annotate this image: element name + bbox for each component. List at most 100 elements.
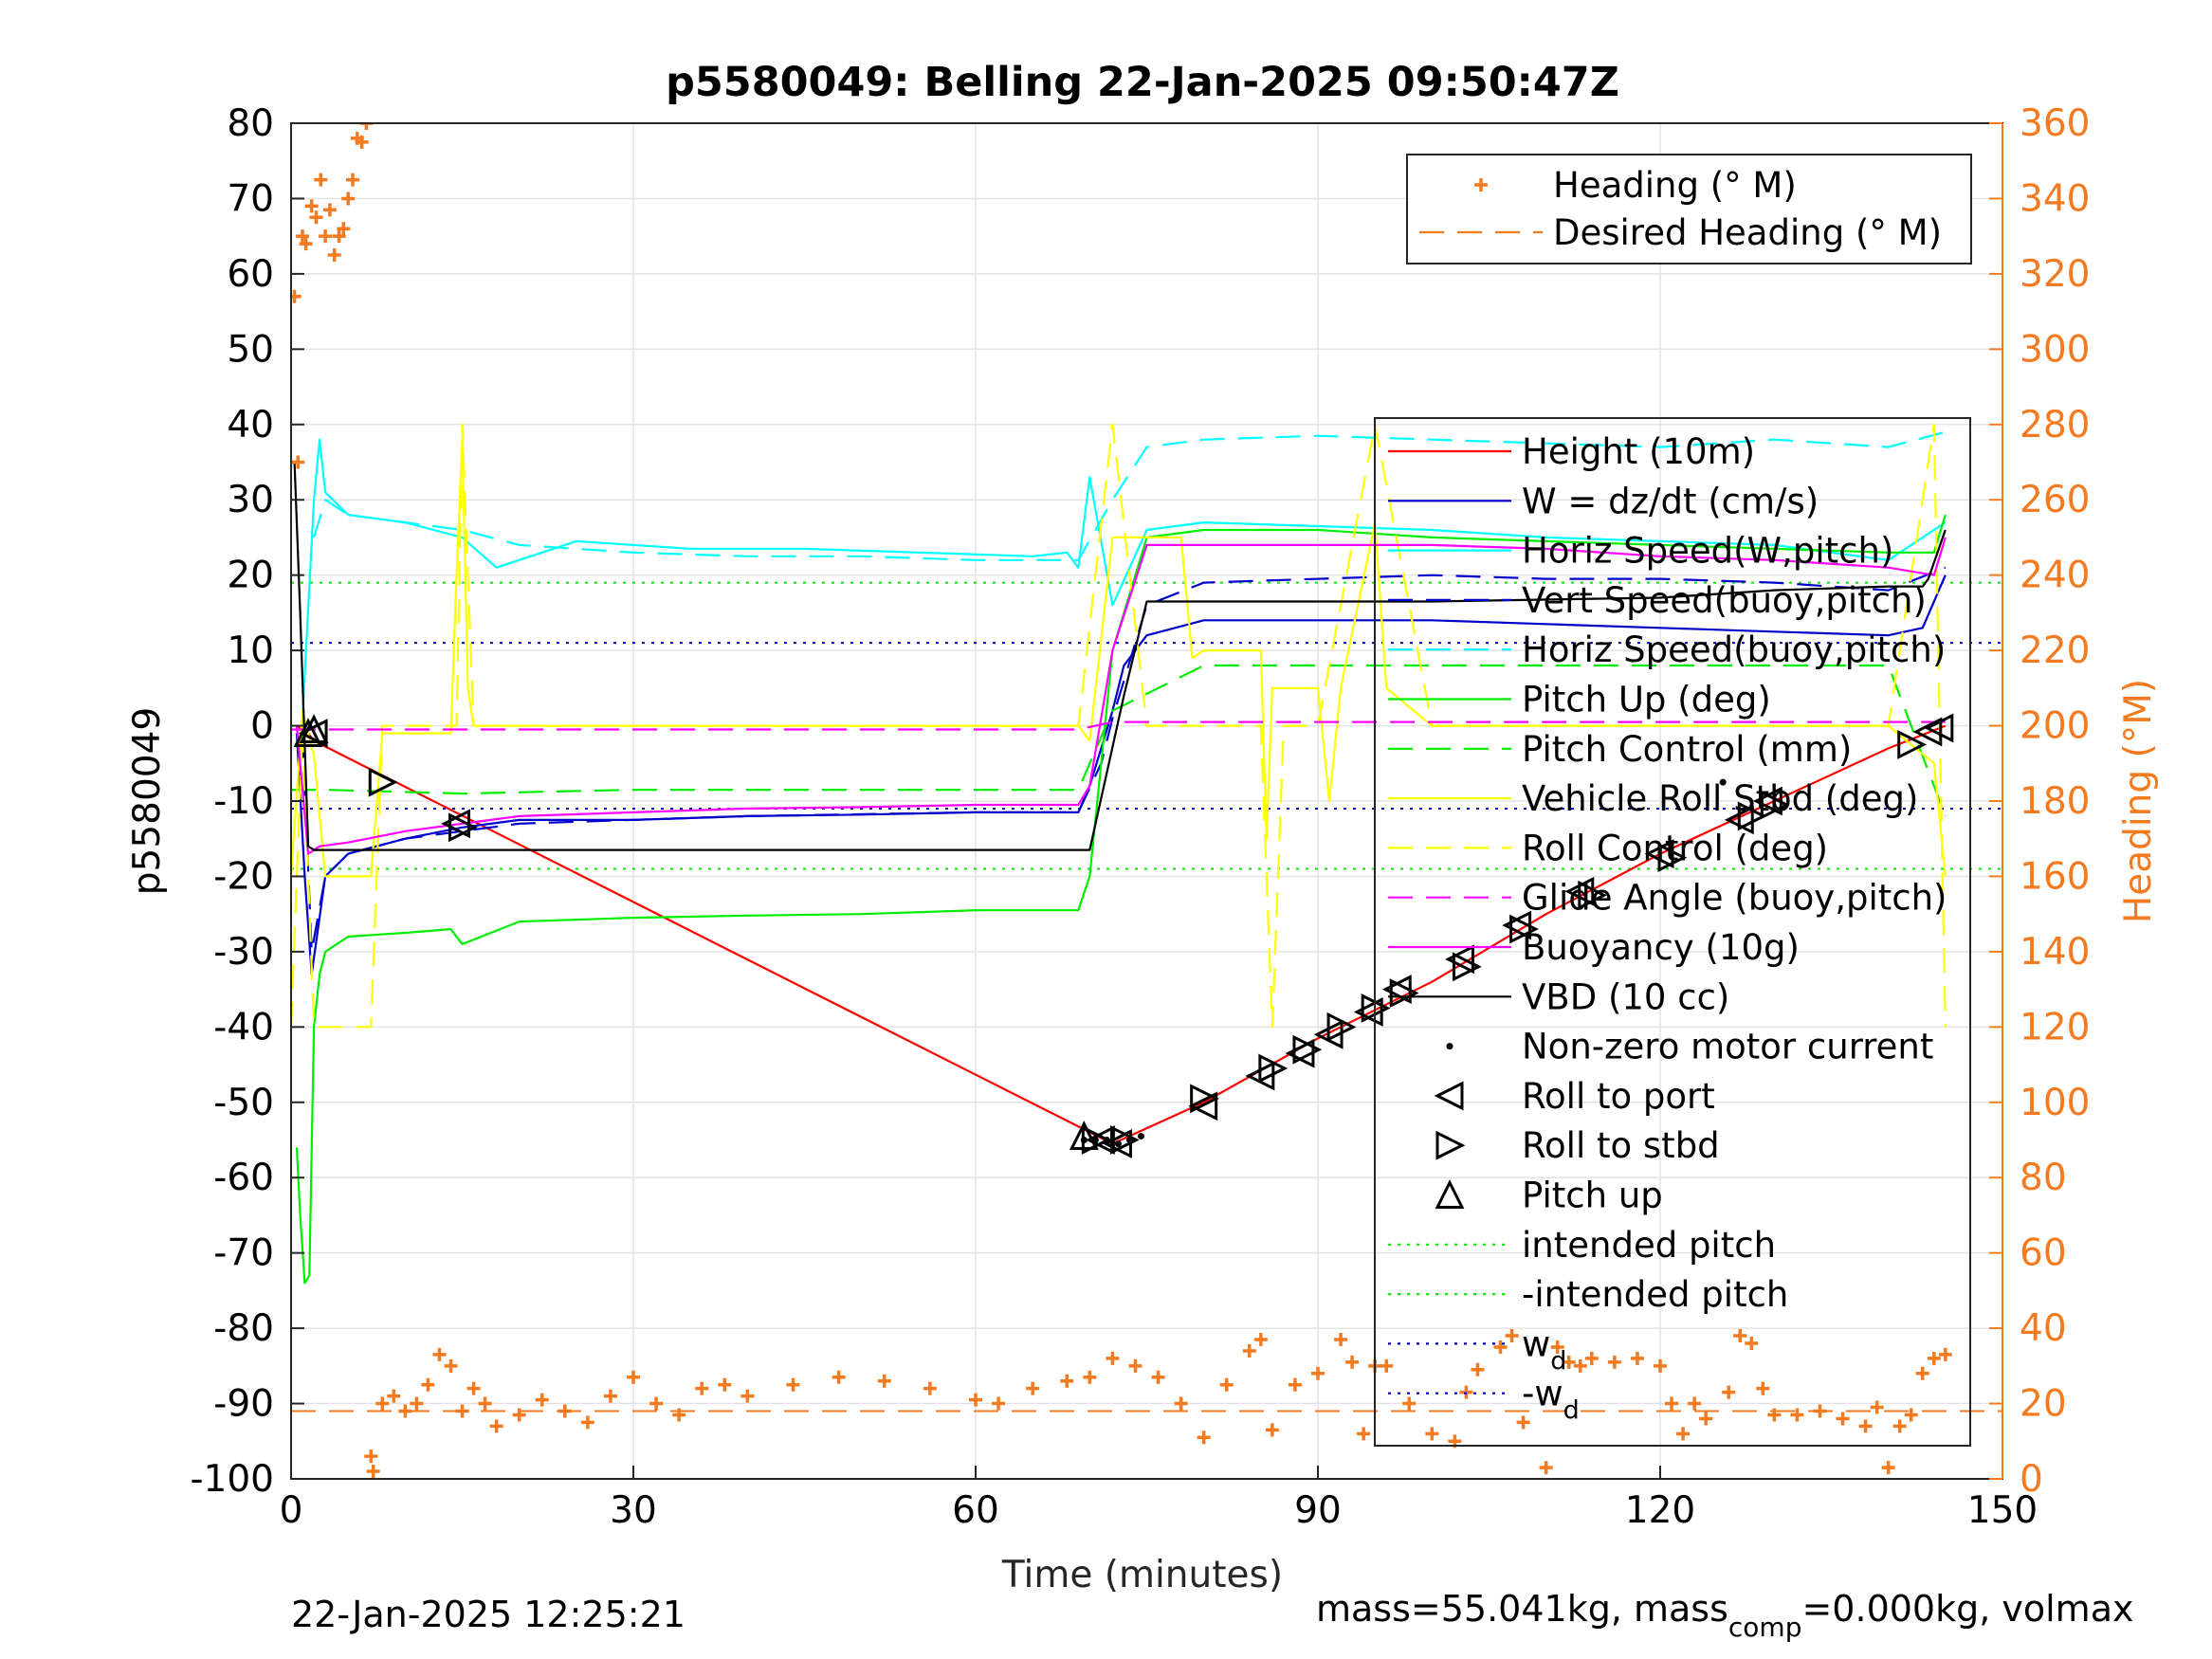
legend-label-text: Roll to stbd bbox=[1522, 1125, 1720, 1166]
roll-to-stbd-marker bbox=[1389, 978, 1419, 1009]
axes-layer: 0 30 60 90 120 150-100-90-80-70-60-50-40-30-2… bbox=[190, 102, 2090, 1532]
legend-main-box bbox=[1374, 417, 1971, 1447]
heading-point bbox=[1733, 1329, 1747, 1343]
footer-mass-sub: comp bbox=[1728, 1612, 1802, 1643]
heading-point bbox=[1550, 1340, 1564, 1354]
heading-point bbox=[296, 229, 310, 244]
heading-point bbox=[1584, 1351, 1599, 1365]
roll-to-stbd-marker bbox=[1190, 1084, 1220, 1114]
heading-point bbox=[695, 1381, 709, 1395]
heading-point bbox=[478, 1396, 492, 1411]
footer-mass-tail: =0.000kg, volmax bbox=[1801, 1588, 2133, 1630]
heading-point bbox=[627, 1370, 640, 1384]
y-right-tick-label: 120 bbox=[2020, 1006, 2090, 1048]
heading-point bbox=[291, 455, 305, 469]
legend-symbol bbox=[1435, 1179, 1465, 1209]
heading-point bbox=[444, 1358, 458, 1373]
legend-label-text: -intended pitch bbox=[1522, 1274, 1788, 1315]
legend-label: Height (10m) bbox=[1522, 431, 1755, 472]
y-right-tick-label: 20 bbox=[2020, 1383, 2067, 1426]
heading-point bbox=[455, 1404, 469, 1418]
legend-label-text: Vehicle Roll Stbd (deg) bbox=[1522, 778, 1918, 819]
heading-point bbox=[1881, 1461, 1895, 1475]
y-right-tick-label: 300 bbox=[2020, 328, 2090, 371]
heading-point bbox=[1106, 1351, 1120, 1365]
heading-point bbox=[359, 123, 374, 130]
roll-to-port-marker bbox=[1445, 944, 1474, 975]
heading-point bbox=[1539, 1461, 1553, 1475]
heading-point bbox=[489, 1419, 503, 1433]
heading-point bbox=[832, 1370, 846, 1384]
chart-title: p5580049: Belling 22-Jan-2025 09:50:47Z bbox=[666, 59, 1619, 106]
y-right-tick-label: 240 bbox=[2020, 555, 2090, 597]
heading-point bbox=[345, 173, 359, 187]
legend-label-text: Heading (° M) bbox=[1553, 165, 1797, 206]
y-tick-label: -10 bbox=[213, 780, 274, 823]
heading-point bbox=[1858, 1419, 1873, 1433]
series-line bbox=[291, 720, 1946, 731]
heading-point bbox=[314, 173, 328, 187]
heading-point bbox=[1471, 1362, 1485, 1376]
legend-label: Vehicle Roll Stbd (deg) bbox=[1522, 778, 1918, 819]
y-right-tick-label: 200 bbox=[2020, 705, 2090, 748]
legend-label: Glide Angle (buoy,pitch) bbox=[1522, 878, 1947, 919]
heading-point bbox=[1938, 1347, 1952, 1361]
roll-to-stbd-marker bbox=[368, 767, 398, 797]
heading-point bbox=[1630, 1351, 1644, 1365]
heading-point bbox=[421, 1377, 435, 1392]
heading-point bbox=[375, 1396, 390, 1411]
heading-point bbox=[398, 1404, 412, 1418]
heading-point bbox=[1380, 1358, 1394, 1373]
y-tick-label: 20 bbox=[227, 555, 274, 597]
legend-label-text: intended pitch bbox=[1522, 1225, 1776, 1266]
heading-point bbox=[1722, 1385, 1736, 1399]
x-tick-label: 120 bbox=[1625, 1489, 1695, 1532]
heading-point bbox=[1425, 1427, 1439, 1441]
legend-label-sub: d bbox=[1550, 1346, 1566, 1376]
series-line bbox=[295, 537, 1947, 855]
heading-point bbox=[1174, 1396, 1188, 1411]
heading-point bbox=[1836, 1412, 1850, 1426]
motor-current-point bbox=[1719, 778, 1727, 786]
legend-label: Desired Heading (° M) bbox=[1553, 212, 1942, 253]
roll-to-stbd-marker bbox=[1326, 1012, 1357, 1042]
heading-point bbox=[1915, 1366, 1929, 1380]
heading-point bbox=[432, 1347, 447, 1361]
y-tick-label: -40 bbox=[213, 1006, 274, 1048]
heading-point bbox=[341, 191, 356, 206]
y-right-tick-label: 340 bbox=[2020, 177, 2090, 220]
roll-to-stbd-marker bbox=[1737, 801, 1767, 831]
y-tick-label: -60 bbox=[213, 1157, 274, 1199]
heading-point bbox=[1242, 1343, 1256, 1358]
footer-timestamp: 22-Jan-2025 12:25:21 bbox=[291, 1594, 686, 1635]
heading-point bbox=[322, 203, 337, 217]
legend-label-text: -w bbox=[1522, 1374, 1563, 1414]
roll-to-stbd-marker bbox=[1452, 952, 1482, 982]
heading-point bbox=[603, 1389, 617, 1403]
y-right-tick-label: 260 bbox=[2020, 479, 2090, 521]
heading-point bbox=[1870, 1400, 1884, 1414]
motor-current-point bbox=[1137, 1133, 1144, 1140]
roll-to-port-marker bbox=[1924, 713, 1954, 743]
heading-point bbox=[291, 289, 302, 303]
heading-point bbox=[1813, 1404, 1827, 1418]
motor-current-point bbox=[1091, 1137, 1099, 1143]
heading-point bbox=[1892, 1419, 1907, 1433]
y-axis-right-label: Heading (°M) bbox=[2117, 679, 2160, 923]
y-right-tick-label: 100 bbox=[2020, 1082, 2090, 1124]
heading-point bbox=[1505, 1329, 1519, 1343]
heading-point bbox=[410, 1396, 424, 1411]
heading-point bbox=[512, 1408, 526, 1422]
roll-to-port-marker bbox=[1188, 1091, 1218, 1121]
legend-label-text: W = dz/dt (cm/s) bbox=[1522, 481, 1819, 521]
roll-to-stbd-marker bbox=[1760, 790, 1790, 820]
roll-to-stbd-marker bbox=[1509, 914, 1539, 944]
legend-label: Vert Speed(buoy,pitch) bbox=[1522, 580, 1927, 621]
heading-point bbox=[786, 1377, 800, 1392]
heading-point bbox=[1745, 1337, 1759, 1350]
legend-label: Pitch Control (mm) bbox=[1522, 729, 1852, 770]
heading-point bbox=[1197, 1431, 1211, 1445]
heading-point bbox=[1253, 1333, 1268, 1347]
x-tick-label: 0 bbox=[280, 1489, 303, 1532]
legend-label: Roll to stbd bbox=[1522, 1125, 1720, 1166]
